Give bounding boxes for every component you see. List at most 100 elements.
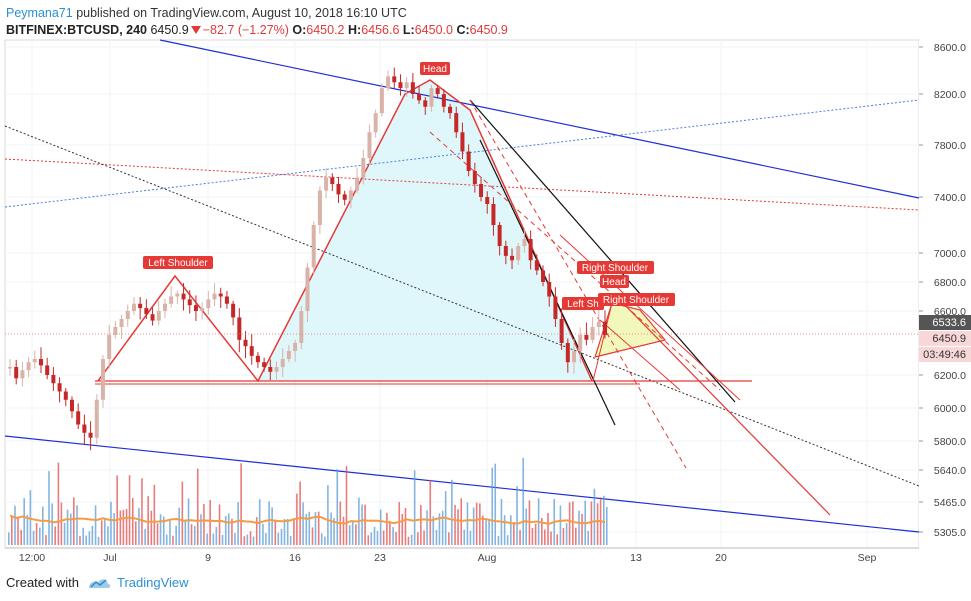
- volume-bar: [240, 463, 242, 545]
- volume-bar: [336, 469, 339, 545]
- label-left-shoulder-text: Left Shoulder: [148, 258, 208, 269]
- volume-bar: [398, 502, 401, 545]
- candle-body: [547, 282, 552, 297]
- volume-bar: [516, 486, 518, 545]
- volume-bar: [91, 525, 94, 545]
- candle-body: [293, 343, 298, 351]
- volume-bar: [54, 526, 56, 545]
- red-dashed-line-2[interactable]: [429, 131, 721, 391]
- dotted-red-line[interactable]: [4, 158, 920, 211]
- label-head-small-text: Head: [602, 277, 626, 288]
- volume-bar: [519, 529, 521, 545]
- label-head-small[interactable]: Head: [600, 275, 629, 288]
- volume-bar: [262, 523, 264, 545]
- candle-body: [206, 299, 211, 309]
- author-link[interactable]: Peymana71: [6, 6, 73, 20]
- y-tick-label: 7000.0: [934, 248, 966, 260]
- volume-bar: [565, 523, 568, 545]
- volume-bar: [51, 503, 53, 545]
- tradingview-link[interactable]: TradingView: [116, 575, 189, 590]
- candle-body: [435, 88, 440, 94]
- x-tick-label: 16: [289, 552, 301, 564]
- y-tick-label: 8600.0: [934, 42, 966, 54]
- low-value: 6450.0: [414, 23, 453, 37]
- volume-bar: [432, 516, 435, 545]
- volume-bar: [103, 518, 106, 545]
- candle-body: [169, 296, 174, 304]
- volume-bar: [426, 510, 428, 545]
- volume-bar: [510, 515, 512, 545]
- volume-bar: [66, 509, 69, 545]
- candle-body: [578, 335, 583, 351]
- time-axis-ticks: 12:00 Jul 9 16 23 Aug 13 20 Sep: [19, 552, 877, 564]
- candle-body: [125, 311, 130, 319]
- volume-bar: [441, 510, 444, 545]
- volume-bar: [581, 513, 583, 545]
- volume-bar: [131, 498, 134, 545]
- hs-pattern-outline[interactable]: [97, 79, 593, 383]
- volume-bar: [364, 504, 366, 545]
- candle-body: [441, 94, 446, 107]
- label-right-shoulder-small[interactable]: Right Shoulder: [598, 293, 675, 306]
- candle-body: [317, 190, 322, 225]
- y-tick-label: 6200.0: [934, 370, 966, 382]
- volume-bar: [417, 532, 419, 545]
- candle-body: [218, 293, 223, 297]
- volume-bar: [237, 502, 239, 545]
- volume-bar: [314, 512, 317, 545]
- label-head[interactable]: Head: [420, 62, 450, 75]
- candle-body: [76, 411, 81, 425]
- time-axis[interactable]: [5, 548, 919, 566]
- small-pattern-leg[interactable]: [592, 302, 613, 382]
- label-left-shoulder-small-text: Left Sh: [567, 299, 599, 310]
- black-down-line-2[interactable]: [469, 99, 736, 403]
- candle-body: [311, 225, 316, 268]
- candle-body: [429, 88, 434, 107]
- price-axis[interactable]: [919, 40, 971, 548]
- volume-bar: [534, 523, 537, 545]
- volume-bar: [289, 535, 292, 545]
- volume-bar: [376, 531, 379, 545]
- volume-bar: [156, 523, 159, 545]
- label-left-shoulder-small[interactable]: Left Sh: [562, 297, 604, 310]
- volume-bar: [593, 488, 596, 545]
- red-line-4[interactable]: [599, 319, 681, 391]
- published-text: published on TradingView.com, August 10,…: [76, 6, 407, 20]
- y-tick-label: 5305.0: [934, 527, 966, 539]
- volume-bar: [169, 520, 171, 545]
- volume-bar: [113, 512, 115, 545]
- red-dashed-line[interactable]: [469, 99, 687, 469]
- volume-bar: [451, 479, 453, 545]
- label-left-shoulder[interactable]: Left Shoulder: [143, 256, 213, 269]
- candle-body: [45, 365, 50, 375]
- y-tick-label: 5800.0: [934, 436, 966, 448]
- candle-body: [410, 82, 415, 94]
- small-pattern-outline[interactable]: [594, 302, 667, 358]
- volume-bar: [503, 515, 506, 545]
- label-right-shoulder[interactable]: Right Shoulder: [577, 261, 654, 274]
- candle-body: [379, 88, 384, 114]
- target-line[interactable]: [619, 299, 831, 516]
- volume-bar: [8, 532, 10, 545]
- candle-body: [100, 359, 105, 400]
- lower-trendline[interactable]: [4, 435, 920, 533]
- volume-bar: [429, 479, 432, 545]
- x-tick-label: 23: [374, 552, 386, 564]
- volume-bar: [572, 501, 574, 545]
- label-right-shoulder-text: Right Shoulder: [582, 263, 649, 274]
- candle-body: [348, 190, 353, 200]
- candle-body: [510, 255, 515, 261]
- volume-bar: [193, 525, 196, 545]
- open-label: O:: [292, 23, 307, 37]
- candle-body: [162, 303, 167, 311]
- volume-bar: [302, 502, 304, 545]
- candle-body: [590, 327, 595, 340]
- candle-body: [262, 362, 267, 367]
- volume-bar: [404, 507, 407, 545]
- volume-bar: [463, 529, 466, 545]
- volume-bar: [345, 466, 348, 545]
- volume-bar: [162, 516, 165, 545]
- upper-trendline[interactable]: [159, 39, 920, 199]
- volume-bar: [209, 500, 211, 545]
